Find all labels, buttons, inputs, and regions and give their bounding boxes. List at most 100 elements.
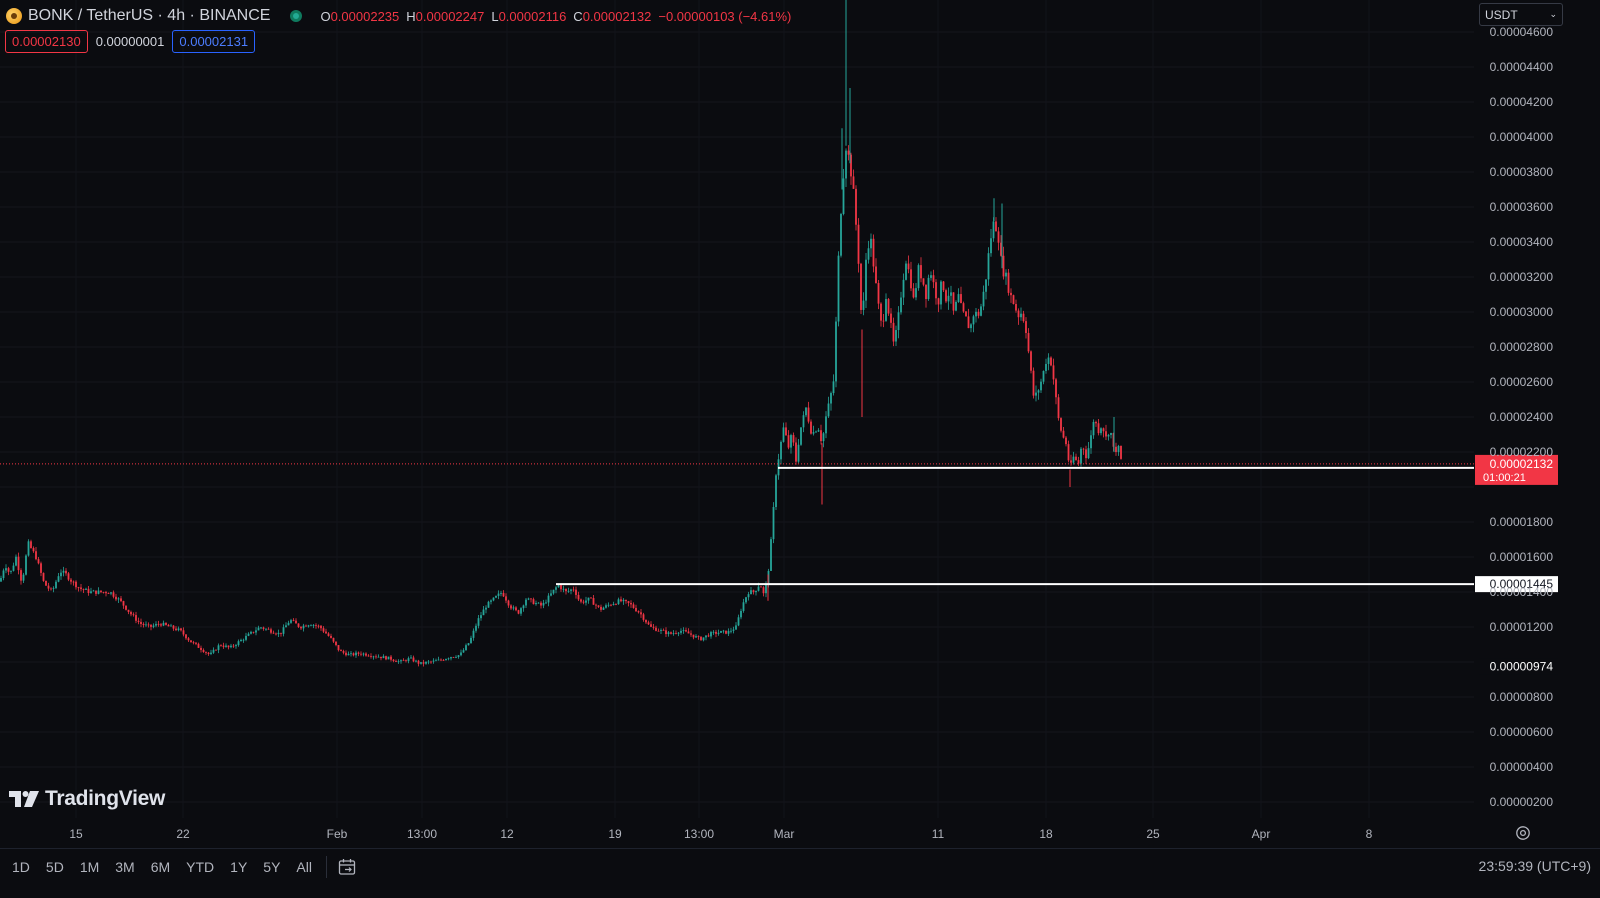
candle-body (387, 656, 390, 660)
candle-body (1022, 313, 1025, 322)
candle-body (1052, 365, 1055, 380)
range-all[interactable]: All (296, 859, 312, 875)
candle-body (782, 427, 785, 442)
range-1d[interactable]: 1D (12, 859, 30, 875)
hline-price-label: 0.00001445 (1490, 577, 1554, 591)
candle-body (975, 311, 977, 317)
candle-body (262, 627, 265, 629)
candle-body (1087, 448, 1090, 459)
candle-body (20, 570, 22, 581)
candle-body (140, 621, 142, 625)
candle-body (577, 594, 580, 600)
range-6m[interactable]: 6M (150, 859, 171, 875)
candle-body (272, 632, 275, 634)
candle-body (337, 645, 340, 651)
candle-body (1025, 321, 1027, 334)
sell-price-button[interactable]: 0.00002130 (5, 30, 88, 53)
range-5d[interactable]: 5D (45, 859, 64, 875)
range-ytd[interactable]: YTD (186, 859, 215, 875)
candle-body (515, 607, 517, 611)
candle-body (507, 600, 510, 606)
candle-body (242, 639, 245, 641)
symbol-title[interactable]: BONK / TetherUS · 4h · BINANCE (28, 7, 271, 24)
range-1y[interactable]: 1Y (230, 859, 248, 875)
candle-body (800, 427, 802, 445)
candle-body (727, 630, 730, 634)
currency-select[interactable]: USDT ⌄ (1479, 3, 1563, 26)
candle-body (642, 614, 645, 620)
candle-body (987, 253, 990, 280)
candle-body (625, 599, 627, 602)
candle-body (980, 306, 982, 316)
last-price-label: 0.00002132 (1490, 457, 1554, 471)
range-5y[interactable]: 5Y (263, 859, 281, 875)
candle-body (717, 632, 720, 634)
candle-body (830, 393, 832, 404)
candle-body (845, 150, 847, 179)
candle-body (442, 659, 445, 661)
hline-price-label-bg (1475, 576, 1558, 593)
candle-body (817, 430, 820, 432)
candle-body (467, 643, 470, 646)
candle-body (837, 255, 840, 322)
y-tick-label: 0.00004400 (1490, 60, 1554, 74)
candle-body (187, 638, 190, 641)
candle-body (115, 596, 117, 600)
time-axis: 15 22 Feb 13:00 12 19 13:00 Mar 11 18 25 Apr 8 (69, 827, 1372, 841)
y-tick-label: 0.00002800 (1490, 340, 1554, 354)
candle-body (397, 661, 400, 663)
candle-body (7, 568, 10, 572)
range-1m[interactable]: 1M (79, 859, 100, 875)
candle-body (12, 565, 15, 571)
candle-body (160, 624, 162, 626)
candle-body (427, 661, 430, 663)
x-tick-label: 15 (69, 827, 83, 841)
candle-body (137, 620, 140, 622)
y-tick-label: 0.00003200 (1490, 270, 1554, 284)
gear-icon[interactable] (1514, 824, 1532, 842)
y-tick-label: 0.00004200 (1490, 95, 1554, 109)
candle-body (247, 633, 250, 636)
candle-body (105, 592, 107, 594)
candle-body (1095, 421, 1097, 424)
candle-body (1107, 434, 1110, 437)
candle-body (180, 628, 182, 631)
candle-body (710, 632, 712, 637)
candle-body (195, 642, 197, 644)
candle-body (972, 316, 975, 325)
candle-body (30, 541, 32, 549)
x-tick-label: 22 (176, 827, 190, 841)
candle-body (965, 311, 967, 317)
timezone-clock[interactable]: 23:59:39 (UTC+9) (1478, 858, 1591, 874)
candle-body (967, 316, 970, 329)
candle-body (620, 599, 622, 602)
candle-body (57, 576, 60, 582)
go-to-date-icon[interactable] (337, 857, 357, 877)
candle-body (472, 630, 475, 638)
candle-body (392, 659, 395, 661)
candle-body (565, 588, 567, 592)
y-tick-label: 0.00001600 (1490, 550, 1554, 564)
candle-body (15, 556, 17, 566)
candle-body (530, 598, 532, 600)
candle-body (1085, 449, 1087, 459)
candle-body (1047, 357, 1050, 364)
candle-body (52, 588, 55, 589)
y-tick-label: 0.00004000 (1490, 130, 1554, 144)
candle-body (95, 590, 97, 594)
candle-body (502, 593, 505, 597)
candle-body (567, 590, 570, 592)
candle-body (690, 633, 692, 635)
price-chart[interactable]: 0.000021090.000014450.0000213201:00:210.… (0, 0, 1600, 848)
candlestick-series (0, 0, 1122, 667)
candle-body (622, 599, 625, 602)
candle-body (572, 589, 575, 591)
candle-body (855, 188, 857, 225)
candle-body (87, 588, 90, 594)
buy-price-button[interactable]: 0.00002131 (172, 30, 256, 53)
candle-body (637, 611, 640, 613)
candle-body (1040, 381, 1042, 391)
candle-body (1075, 456, 1077, 461)
candle-body (757, 586, 760, 591)
range-3m[interactable]: 3M (115, 859, 135, 875)
